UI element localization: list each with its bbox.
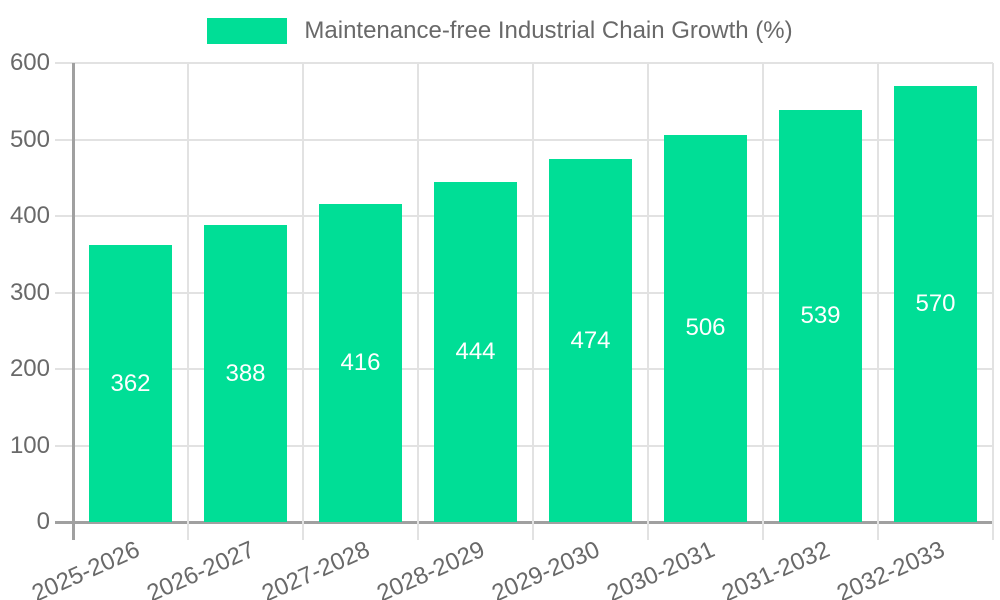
x-tick-label: 2030-2031	[602, 536, 719, 600]
bar-value-label: 506	[685, 314, 726, 341]
gridline-y-500	[55, 138, 993, 141]
bar-2026-2027[interactable]	[204, 225, 287, 522]
bar-value-label: 474	[570, 327, 611, 354]
x-tick-label: 2028-2029	[372, 536, 489, 600]
bar-value-label: 416	[340, 349, 381, 376]
y-tick-label: 100	[9, 431, 50, 459]
x-tick-label: 2029-2030	[487, 536, 604, 600]
legend[interactable]: Maintenance-free Industrial Chain Growth…	[0, 17, 1000, 45]
bar-2029-2030[interactable]	[549, 159, 632, 522]
y-tick-label: 300	[9, 278, 50, 306]
y-tick-label: 200	[9, 355, 50, 382]
bar-value-label: 388	[225, 360, 266, 387]
x-tick-label: 2026-2027	[142, 536, 259, 600]
x-tick-label: 2027-2028	[257, 536, 374, 600]
y-tick-label: 400	[9, 202, 50, 229]
bar-value-label: 362	[110, 370, 151, 397]
gridline-y-200	[55, 368, 993, 370]
bar-value-label: 539	[800, 302, 841, 329]
gridline-x-0	[71, 63, 75, 540]
gridline-x-8	[992, 63, 994, 540]
x-tick-label: 2031-2032	[717, 536, 834, 600]
gridline-x-6	[762, 63, 764, 540]
gridline-y-400	[55, 215, 993, 217]
bar-2028-2029[interactable]	[434, 182, 517, 522]
y-tick-label: 500	[9, 125, 50, 153]
gridline-x-5	[647, 63, 649, 540]
bar-2032-2033[interactable]	[894, 86, 977, 522]
bar-value-label: 570	[915, 290, 956, 317]
gridline-x-7	[877, 63, 879, 540]
gridline-x-1	[187, 63, 189, 540]
bar-2030-2031[interactable]	[664, 135, 747, 522]
y-tick-label: 0	[36, 508, 50, 535]
gridline-y-300	[55, 291, 993, 294]
bar-value-label: 444	[455, 338, 496, 365]
gridline-y-600	[55, 62, 993, 64]
gridline-x-4	[532, 63, 534, 540]
bar-2031-2032[interactable]	[779, 110, 862, 522]
gridline-x-2	[302, 63, 304, 540]
bar-2027-2028[interactable]	[319, 204, 402, 522]
legend-swatch	[207, 18, 288, 44]
x-tick-label: 2032-2033	[832, 536, 949, 600]
legend-label: Maintenance-free Industrial Chain Growth…	[304, 17, 793, 44]
bar-2025-2026[interactable]	[89, 245, 172, 522]
y-tick-label: 600	[9, 49, 50, 76]
x-tick-label: 2025-2026	[27, 536, 144, 600]
gridline-y-100	[55, 444, 993, 447]
gridline-y-0	[55, 520, 993, 524]
gridline-x-3	[417, 63, 419, 540]
